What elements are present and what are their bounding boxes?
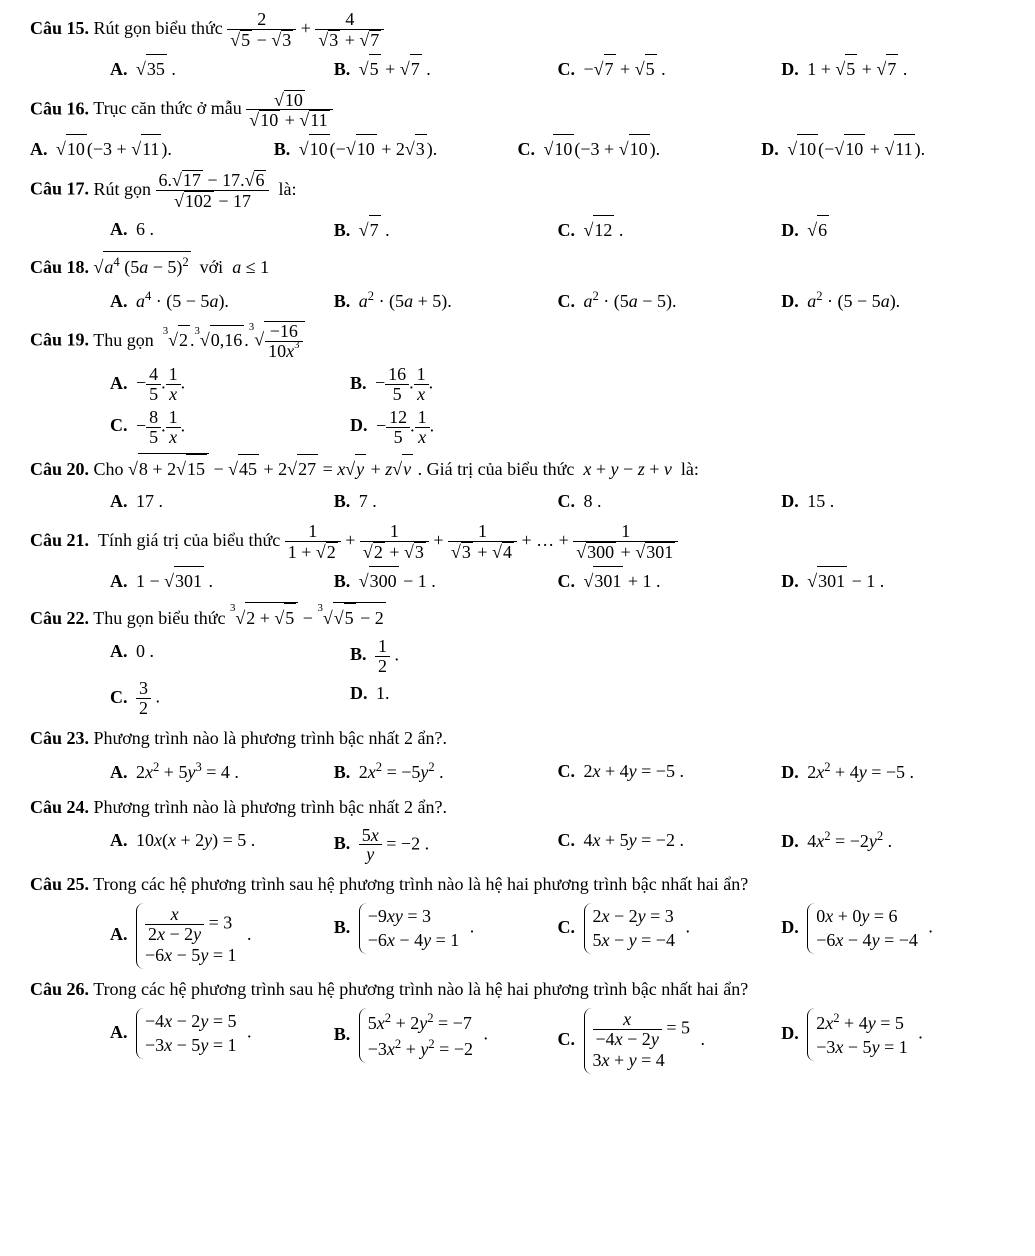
question-text: Rút gọn biểu thức 2√5 − √3 + 4√3 + √7 [94, 18, 385, 38]
question-24: Câu 24. Phương trình nào là phương trình… [30, 793, 1005, 822]
option-20B: B. 7 . [334, 485, 558, 518]
option-25B: B. −9xy = 3−6x − 4y = 1 . [334, 901, 558, 971]
option-23A: A. 2x2 + 5y3 = 4 . [110, 755, 334, 789]
question-text: Trong các hệ phương trình sau hệ phương … [93, 874, 748, 894]
option-15B: B. √5 + √7 . [334, 52, 558, 86]
option-24C: C. 4x + 5y = −2 . [558, 824, 782, 867]
question-20: Câu 20. Cho √8 + 2√15 − √45 + 2√27 = x√y… [30, 453, 1005, 484]
option-26B: B. 5x2 + 2y2 = −7−3x2 + y2 = −2 . [334, 1006, 558, 1076]
option-24D: D. 4x2 = −2y2 . [781, 824, 1005, 867]
options-16: A. √10(−3 + √11). B. √10(−√10 + 2√3). C.… [30, 132, 1005, 166]
options-22: A. 0 . B. 12 . C. 32 . D. 1. [110, 635, 590, 721]
option-17D: D. √6 [781, 213, 1005, 247]
option-23B: B. 2x2 = −5y2 . [334, 755, 558, 789]
question-25: Câu 25. Trong các hệ phương trình sau hệ… [30, 870, 1005, 899]
question-23: Câu 23. Phương trình nào là phương trình… [30, 724, 1005, 753]
option-16B: B. √10(−√10 + 2√3). [274, 132, 518, 166]
options-21: A. 1 − √301 . B. √300 − 1 . C. √301 + 1 … [110, 564, 1005, 598]
option-21A: A. 1 − √301 . [110, 564, 334, 598]
option-19C: C. −85.1x. [110, 406, 350, 449]
options-18: A. a4 · (5 − 5a). B. a2 · (5a + 5). C. a… [110, 284, 1005, 318]
option-20A: A. 17 . [110, 485, 334, 518]
options-17: A. 6 . B. √7 . C. √12 . D. √6 [110, 213, 1005, 247]
option-22A: A. 0 . [110, 635, 350, 678]
question-number: Câu 17. [30, 179, 89, 199]
question-number: Câu 18. [30, 257, 89, 277]
question-number: Câu 19. [30, 330, 89, 350]
question-21: Câu 21. Tính giá trị của biểu thức 11 + … [30, 522, 1005, 562]
question-text: Trục căn thức ở mẫu √10√10 + √11 [93, 98, 332, 118]
option-21C: C. √301 + 1 . [558, 564, 782, 598]
question-number: Câu 24. [30, 797, 89, 817]
question-number: Câu 20. [30, 459, 89, 479]
question-number: Câu 23. [30, 728, 89, 748]
question-22: Câu 22. Thu gọn biểu thức 3√2 + √5 − 3√√… [30, 602, 1005, 633]
question-text: Tính giá trị của biểu thức 11 + √2 + 1√2… [94, 530, 679, 550]
option-18A: A. a4 · (5 − 5a). [110, 284, 334, 318]
question-number: Câu 16. [30, 98, 89, 118]
question-26: Câu 26. Trong các hệ phương trình sau hệ… [30, 975, 1005, 1004]
option-17A: A. 6 . [110, 213, 334, 247]
option-20D: D. 15 . [781, 485, 1005, 518]
options-26: A. −4x − 2y = 5−3x − 5y = 1 . B. 5x2 + 2… [110, 1006, 1005, 1076]
option-22C: C. 32 . [110, 677, 350, 720]
question-16: Câu 16. Trục căn thức ở mẫu √10√10 + √11 [30, 90, 1005, 131]
question-text: Phương trình nào là phương trình bậc nhấ… [94, 728, 447, 748]
option-20C: C. 8 . [558, 485, 782, 518]
option-25C: C. 2x − 2y = 35x − y = −4 . [558, 901, 782, 971]
question-text: Thu gọn 3√2.3√0,16.3√−1610x3 [93, 330, 304, 350]
question-number: Câu 26. [30, 979, 89, 999]
question-text: √a4 (5a − 5)2 với a ≤ 1 [94, 257, 270, 277]
question-17: Câu 17. Rút gọn 6.√17 − 17.√6√102 − 17 l… [30, 170, 1005, 211]
option-26C: C. x−4x − 2y = 53x + y = 4 . [558, 1006, 782, 1076]
options-19: A. −45.1x. B. −165.1x. C. −85.1x. D. −12… [110, 363, 590, 449]
question-number: Câu 22. [30, 608, 89, 628]
option-26A: A. −4x − 2y = 5−3x − 5y = 1 . [110, 1006, 334, 1076]
question-text: Cho √8 + 2√15 − √45 + 2√27 = x√y + z√v .… [94, 459, 699, 479]
options-25: A. x2x − 2y = 3−6x − 5y = 1 . B. −9xy = … [110, 901, 1005, 971]
question-19: Câu 19. Thu gọn 3√2.3√0,16.3√−1610x3 [30, 321, 1005, 361]
option-16A: A. √10(−3 + √11). [30, 132, 274, 166]
option-15C: C. −√7 + √5 . [558, 52, 782, 86]
option-15D: D. 1 + √5 + √7 . [781, 52, 1005, 86]
option-24A: A. 10x(x + 2y) = 5 . [110, 824, 334, 867]
option-18D: D. a2 · (5 − 5a). [781, 284, 1005, 318]
options-24: A. 10x(x + 2y) = 5 . B. 5xy = −2 . C. 4x… [110, 824, 1005, 867]
option-22D: D. 1. [350, 677, 590, 720]
option-22B: B. 12 . [350, 635, 590, 678]
options-15: A. √35 . B. √5 + √7 . C. −√7 + √5 . D. 1… [110, 52, 1005, 86]
option-17C: C. √12 . [558, 213, 782, 247]
question-15: Câu 15. Rút gọn biểu thức 2√5 − √3 + 4√3… [30, 10, 1005, 50]
option-23C: C. 2x + 4y = −5 . [558, 755, 782, 789]
option-21D: D. √301 − 1 . [781, 564, 1005, 598]
question-number: Câu 25. [30, 874, 89, 894]
question-text: Phương trình nào là phương trình bậc nhấ… [94, 797, 447, 817]
option-25D: D. 0x + 0y = 6−6x − 4y = −4 . [781, 901, 1005, 971]
option-26D: D. 2x2 + 4y = 5−3x − 5y = 1 . [781, 1006, 1005, 1076]
options-23: A. 2x2 + 5y3 = 4 . B. 2x2 = −5y2 . C. 2x… [110, 755, 1005, 789]
option-23D: D. 2x2 + 4y = −5 . [781, 755, 1005, 789]
option-17B: B. √7 . [334, 213, 558, 247]
option-25A: A. x2x − 2y = 3−6x − 5y = 1 . [110, 901, 334, 971]
question-number: Câu 21. [30, 530, 89, 550]
option-16D: D. √10(−√10 + √11). [761, 132, 1005, 166]
option-18B: B. a2 · (5a + 5). [334, 284, 558, 318]
question-text: Thu gọn biểu thức 3√2 + √5 − 3√√5 − 2 [93, 608, 386, 628]
question-number: Câu 15. [30, 18, 89, 38]
option-24B: B. 5xy = −2 . [334, 824, 558, 867]
option-19D: D. −125.1x. [350, 406, 590, 449]
question-text: Trong các hệ phương trình sau hệ phương … [93, 979, 748, 999]
option-21B: B. √300 − 1 . [334, 564, 558, 598]
option-18C: C. a2 · (5a − 5). [558, 284, 782, 318]
option-19A: A. −45.1x. [110, 363, 350, 406]
question-18: Câu 18. √a4 (5a − 5)2 với a ≤ 1 [30, 251, 1005, 282]
option-15A: A. √35 . [110, 52, 334, 86]
question-text: Rút gọn 6.√17 − 17.√6√102 − 17 là: [94, 179, 297, 199]
option-19B: B. −165.1x. [350, 363, 590, 406]
options-20: A. 17 . B. 7 . C. 8 . D. 15 . [110, 485, 1005, 518]
option-16C: C. √10(−3 + √10). [518, 132, 762, 166]
